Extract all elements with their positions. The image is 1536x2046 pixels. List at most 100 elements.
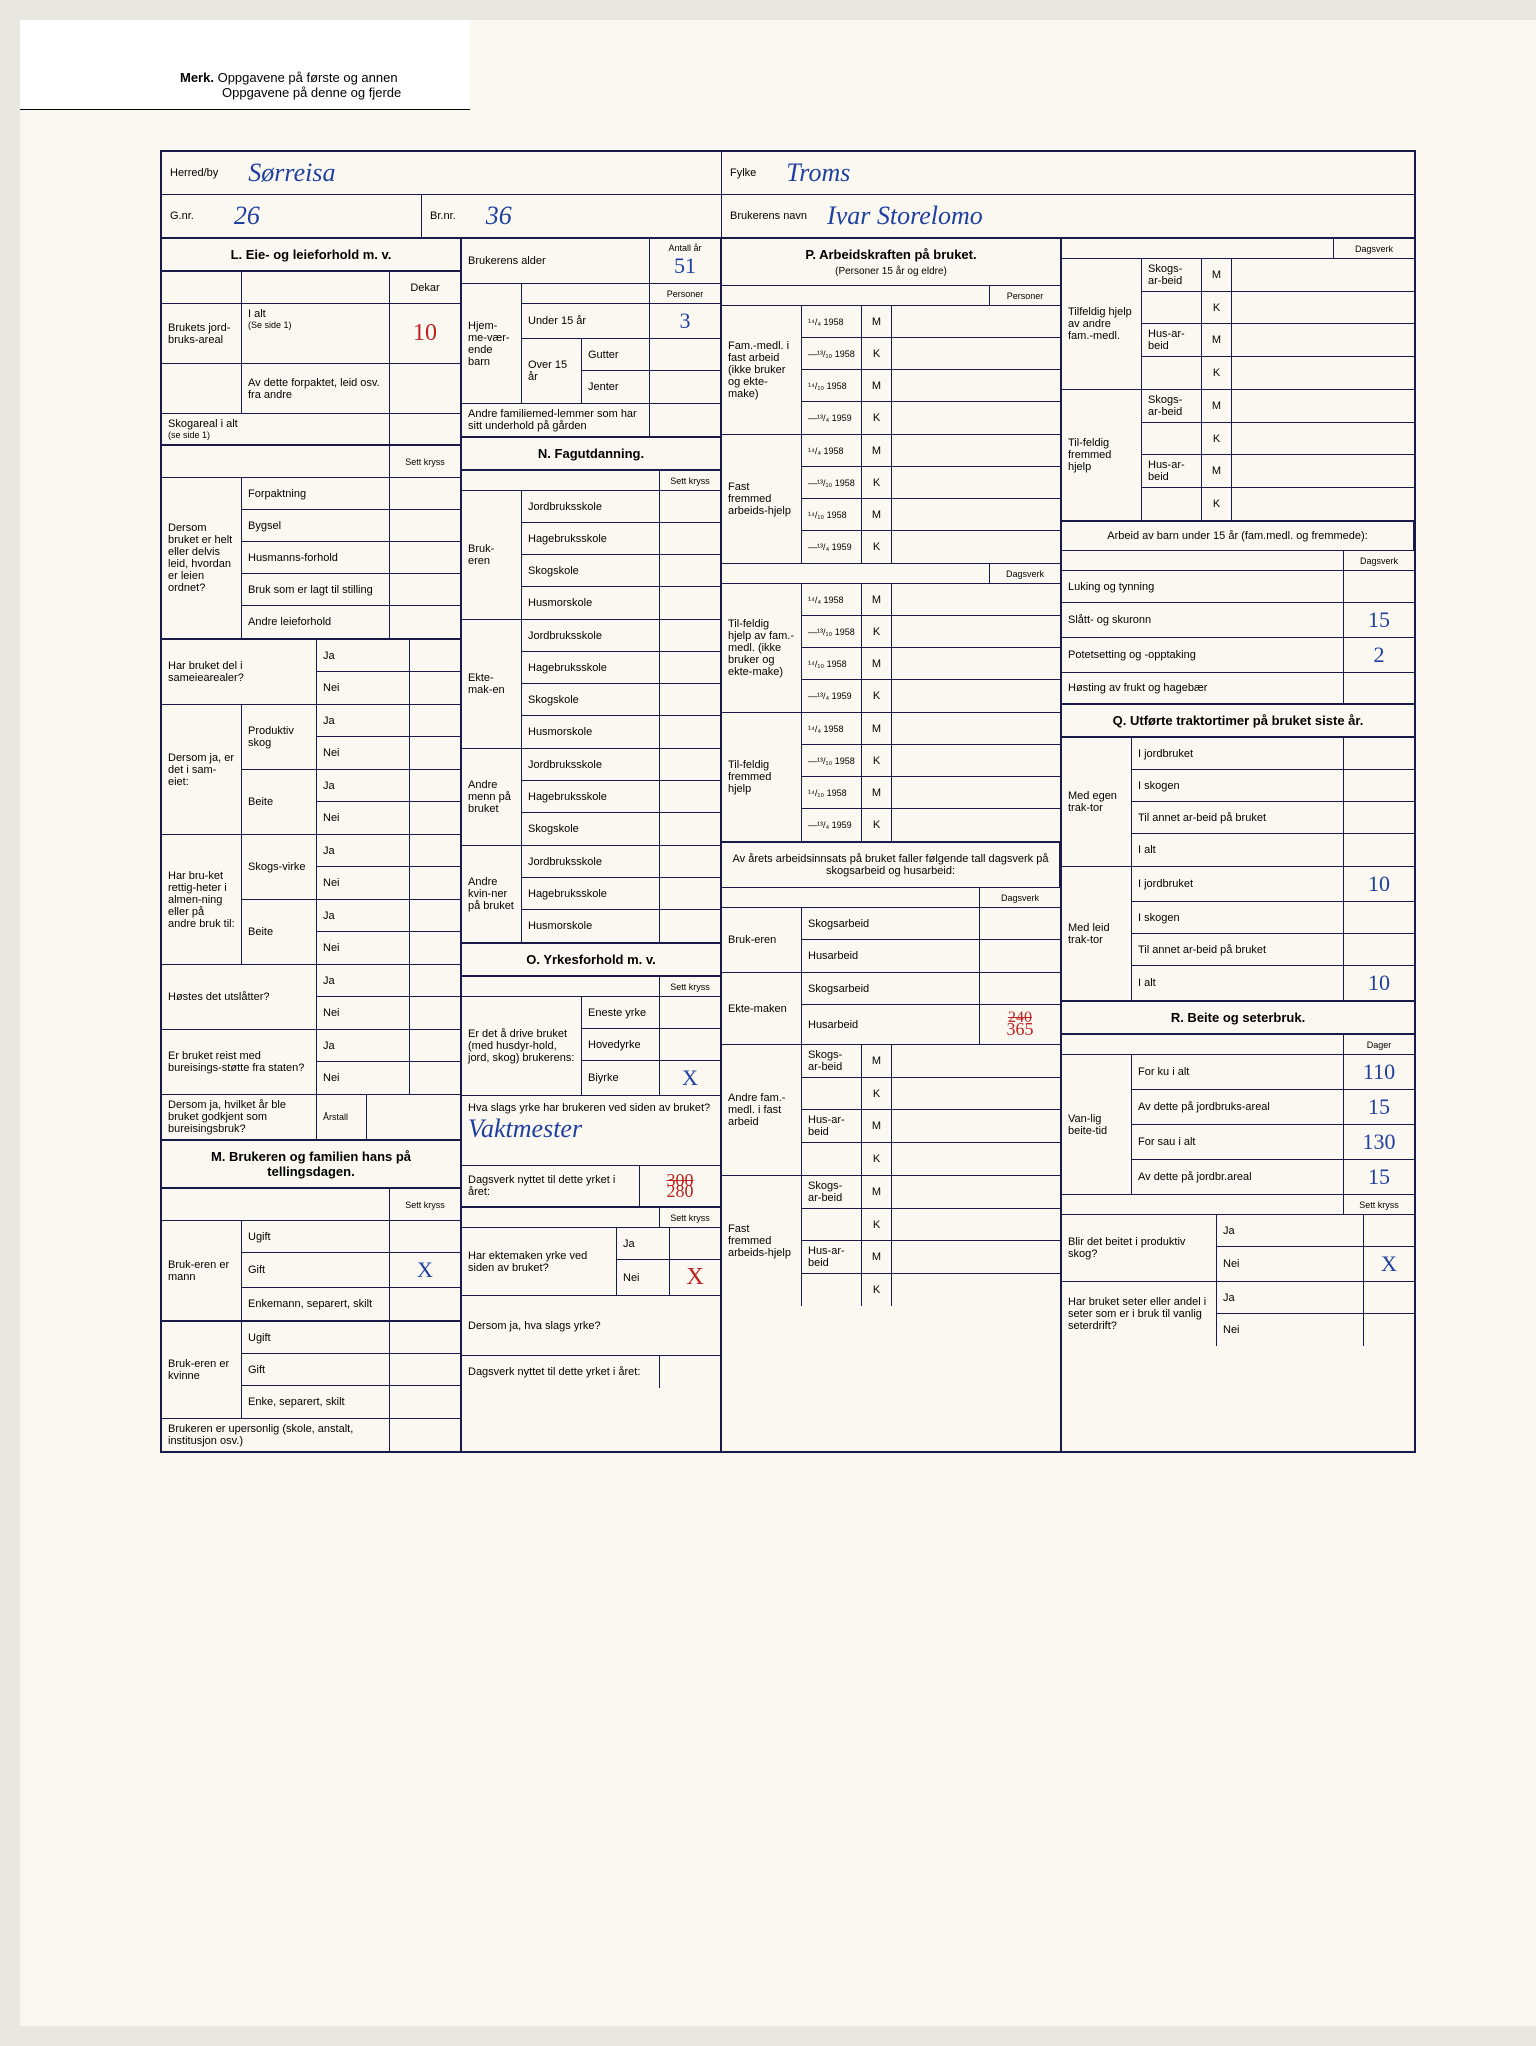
slatt: Slått- og skuronn <box>1062 603 1344 637</box>
forsau: For sau i alt <box>1132 1125 1344 1159</box>
L-rettigheter-block: Har bru-ket rettig-heter i almen-ning el… <box>162 835 460 965</box>
O-dersomja-label: Dersom ja, hva slags yrke? <box>462 1296 720 1355</box>
harbruket-rett: Har bru-ket rettig-heter i almen-ning el… <box>162 835 242 964</box>
gnr-value: 26 <box>234 201 260 231</box>
forpaktning: Forpaktning <box>242 478 390 509</box>
har-seter: Har bruket seter eller andel i seter som… <box>1062 1282 1217 1346</box>
alder-val: 51 <box>674 253 696 279</box>
under15: Under 15 år <box>522 304 650 338</box>
husmanns: Husmanns-forhold <box>242 542 390 573</box>
dersomja2: Dersom ja, hvilket år ble bruket godkjen… <box>162 1095 317 1139</box>
under15-val: 3 <box>680 308 691 334</box>
hosting: Høsting av frukt og hagebær <box>1062 673 1344 703</box>
P-fammedl: Fam.-medl. i fast arbeid (ikke bruker og… <box>722 306 1060 435</box>
main-grid: L. Eie- og leieforhold m. v. Dekar Bruke… <box>162 239 1414 1451</box>
hostes: Høstes det utslåtter? <box>162 965 317 1029</box>
skogareal-ref: (se side 1) <box>168 430 210 440</box>
col-P: P. Arbeidskraften på bruket.(Personer 15… <box>722 239 1062 1451</box>
skogsvirke: Skogs-virke <box>242 835 317 899</box>
P-tilfeldig-fremmed: Til-feldig fremmed hjelp ¹⁴/₄ 1958M —¹³/… <box>722 713 1060 843</box>
fammedl-label: Fam.-medl. i fast arbeid (ikke bruker og… <box>722 306 802 434</box>
O-erdet: Er det å drive bruket (med husdyr-hold, … <box>462 997 582 1095</box>
med-leid: Med leid trak-tor <box>1062 867 1132 1000</box>
dagsverk-label: Dagsverk nyttet til dette yrket i året: <box>462 1166 640 1206</box>
header-row-1: Herred/by Sørreisa Fylke Troms <box>162 152 1414 195</box>
brnr-label: Br.nr. <box>430 210 456 222</box>
avdette-jord: Av dette på jordbruks-areal <box>1132 1090 1344 1124</box>
jordbr-val: 15 <box>1368 1164 1390 1190</box>
tilffam-label: Til-feldig hjelp av fam.-medl. (ikke bru… <box>722 584 802 712</box>
N-brukeren: Bruk-eren <box>462 491 522 619</box>
avarets: Av årets arbeidsinnsats på bruket faller… <box>722 843 1060 888</box>
L-settKryss-row: Sett kryss <box>162 446 460 478</box>
merk-bold: Merk. <box>180 70 214 85</box>
M-settKryss: Sett kryss <box>162 1189 460 1221</box>
col-N-O: Brukerens alder Antall år 51 Hjem-me-vær… <box>462 239 722 1451</box>
section-R-title: R. Beite og seterbruk. <box>1062 1002 1414 1035</box>
O-dersomja: Dersom ja, hva slags yrke? <box>462 1296 720 1356</box>
L-arstall-row: Dersom ja, hvilket år ble bruket godkjen… <box>162 1095 460 1141</box>
P-fastfremmed2: Fast fremmed arbeids-hjelp <box>722 1176 802 1306</box>
gift-x: X <box>417 1257 433 1283</box>
hoved: Hovedyrke <box>582 1029 660 1060</box>
andre-fam: Andre familiemed-lemmer som har sitt und… <box>462 404 650 436</box>
potet-val: 2 <box>1374 642 1385 668</box>
PR-tilffremmed: Til-feldig fremmed hjelp <box>1062 390 1142 520</box>
ialt-label: I alt(Se side 1) <box>242 304 390 363</box>
jenter: Jenter <box>582 371 650 403</box>
fylke-label: Fylke <box>730 167 756 179</box>
forku: For ku i alt <box>1132 1055 1344 1089</box>
beite: Beite <box>242 770 317 834</box>
L-skog-row: Skogareal i alt (se side 1) <box>162 414 460 446</box>
andre-fam-row: Andre familiemed-lemmer som har sitt und… <box>462 404 720 438</box>
section-N-title: N. Fagutdanning. <box>462 438 720 471</box>
brukets-jord-label: Brukets jord-bruks-areal <box>162 304 242 363</box>
PR-tilfeldig: Tilfeldig hjelp av andre fam.-medl. <box>1062 259 1142 389</box>
hvaslag-label: Hva slags yrke har brukeren ved siden av… <box>468 1102 710 1114</box>
P-bruk: Bruk-eren <box>722 908 802 972</box>
tilffremmed-label: Til-feldig fremmed hjelp <box>722 713 802 841</box>
L-dersom-block: Dersom ja, er det i sam-eiet: Produktiv … <box>162 705 460 835</box>
med-egen: Med egen trak-tor <box>1062 738 1132 866</box>
biyrke: Biyrke <box>582 1061 660 1095</box>
col-PQR: Dagsverk Tilfeldig hjelp av andre fam.-m… <box>1062 239 1414 1451</box>
hjemme-block: Hjem-me-vær-ende barn Personer Under 15 … <box>462 284 720 404</box>
M-upersonlig: Brukeren er upersonlig (skole, anstalt, … <box>162 1419 460 1451</box>
L-avdette-row: Av dette forpaktet, leid osv. fra andre <box>162 364 460 414</box>
dagsverk-val: 280 <box>667 1181 694 1202</box>
enke: Enke, separert, skilt <box>242 1386 390 1418</box>
skogareal-label: Skogareal i alt <box>168 418 238 430</box>
herred-label: Herred/by <box>170 167 218 179</box>
husarbeid-val: 365 <box>1007 1019 1034 1040</box>
gift: Gift <box>242 1253 390 1287</box>
beitet-nei-x: X <box>1381 1251 1397 1277</box>
O-dagsverk2: Dagsverk nyttet til dette yrket i året: <box>462 1356 720 1388</box>
ialt-value: 10 <box>413 320 437 347</box>
dersom-label: Dersom bruket er helt eller delvis leid,… <box>162 478 242 638</box>
enkemann: Enkemann, separert, skilt <box>242 1288 390 1320</box>
gnr-cell: G.nr. 26 <box>162 195 422 237</box>
col-L-M: L. Eie- og leieforhold m. v. Dekar Bruke… <box>162 239 462 1451</box>
arstall: Årstall <box>317 1095 367 1139</box>
vanlig-beite: Van-lig beite-tid <box>1062 1055 1132 1194</box>
forku-val: 110 <box>1363 1059 1395 1085</box>
bygsel: Bygsel <box>242 510 390 541</box>
herred-value: Sørreisa <box>248 158 335 188</box>
dersomja: Dersom ja, er det i sam-eiet: <box>162 705 242 834</box>
merk-note: Merk. Oppgavene på første og annen Oppga… <box>180 70 401 100</box>
dagsverk2-label: Dagsverk nyttet til dette yrket i året: <box>462 1356 660 1388</box>
potet: Potetsetting og -opptaking <box>1062 638 1344 672</box>
upersonlig: Brukeren er upersonlig (skole, anstalt, … <box>162 1419 390 1451</box>
ja: Ja <box>317 640 410 671</box>
brnr-value: 36 <box>486 201 512 231</box>
settKryss-label: Sett kryss <box>390 446 460 477</box>
avdette-label: Av dette forpaktet, leid osv. fra andre <box>242 364 390 413</box>
nei: Nei <box>317 672 410 704</box>
dekar-label: Dekar <box>390 272 460 303</box>
luking: Luking og tynning <box>1062 571 1344 602</box>
Q-ialt-val: 10 <box>1368 970 1390 996</box>
herred-cell: Herred/by Sørreisa <box>162 152 722 194</box>
form-page: Merk. Oppgavene på første og annen Oppga… <box>20 20 1536 2026</box>
brnr-cell: Br.nr. 36 <box>422 195 722 237</box>
P-fastfremmed: Fast fremmed arbeids-hjelp ¹⁴/₄ 1958M —¹… <box>722 435 1060 564</box>
